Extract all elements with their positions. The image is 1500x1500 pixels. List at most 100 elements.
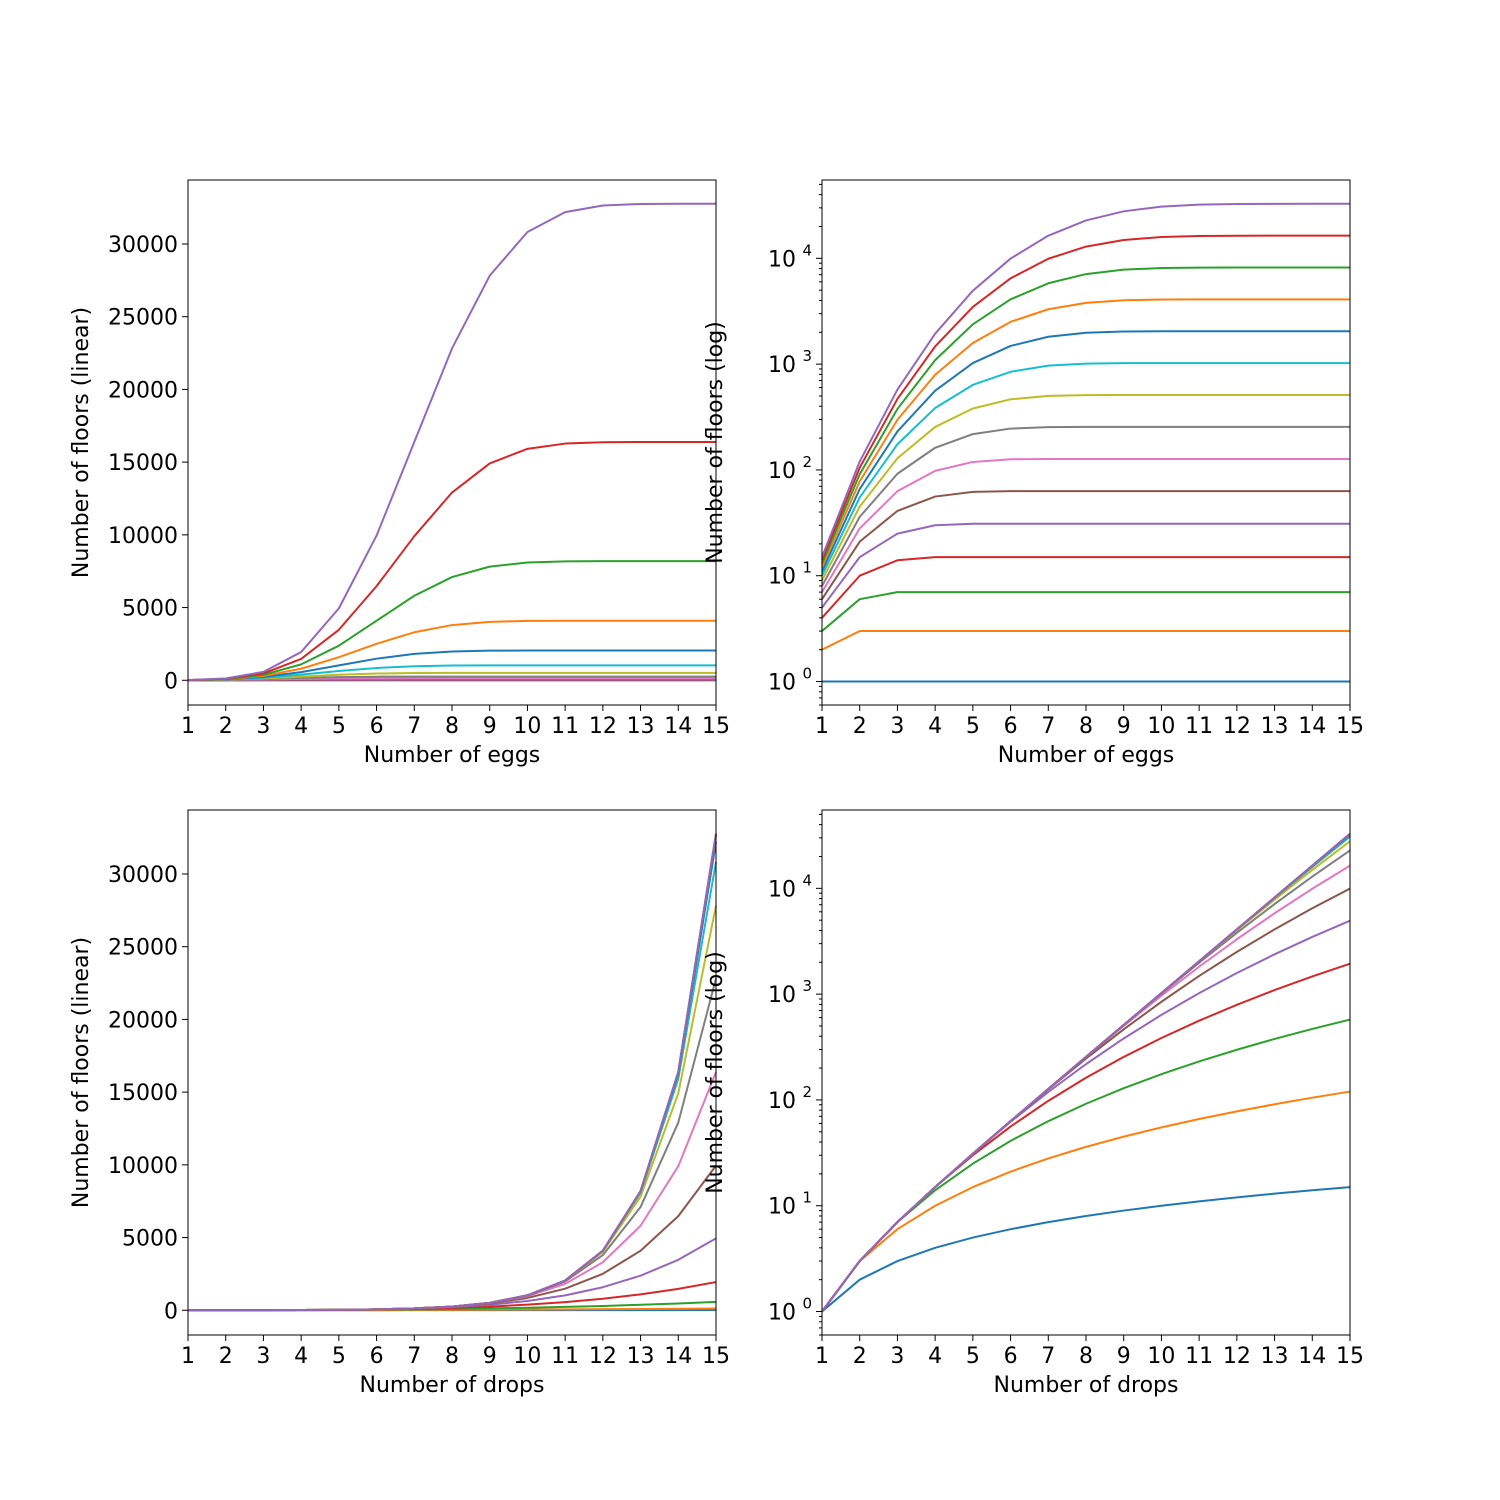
x-tick-label: 11: [551, 1344, 579, 1369]
x-tick-label: 2: [219, 714, 233, 739]
y-tick-label: 25000: [108, 306, 178, 331]
y-tick-label: 30000: [108, 863, 178, 888]
y-axis-label: Number of floors (linear): [69, 307, 94, 578]
y-tick-base: 10: [768, 877, 796, 902]
y-tick-label: 10: [768, 877, 796, 902]
y-tick-label: 10000: [108, 524, 178, 549]
x-tick-label: 7: [1041, 1344, 1055, 1369]
x-tick-label: 15: [702, 1344, 730, 1369]
x-tick-label: 8: [1079, 714, 1093, 739]
series-line-14: [187, 441, 716, 682]
y-tick-base: 10: [768, 353, 796, 378]
y-tick-label: 10: [768, 247, 796, 272]
series-line-8: [821, 425, 1350, 587]
y-tick-label: 15000: [108, 451, 178, 476]
series-line-7: [187, 1071, 717, 1312]
x-tick-label: 5: [966, 714, 980, 739]
series-line-9: [187, 905, 717, 1312]
x-tick-label: 7: [407, 714, 421, 739]
series-line-12: [187, 619, 716, 682]
x-tick-label: 2: [853, 714, 867, 739]
series-line-8: [187, 978, 717, 1312]
x-tick-label: 15: [1336, 714, 1364, 739]
series-line-14: [821, 234, 1350, 561]
x-tick-label: 12: [589, 714, 617, 739]
x-tick-label: 10: [1147, 714, 1175, 739]
x-tick-label: 13: [1261, 714, 1289, 739]
x-tick-label: 3: [256, 1344, 270, 1369]
series-line-4: [821, 556, 1350, 619]
x-tick-label: 1: [181, 1344, 195, 1369]
series-line-7: [821, 457, 1350, 593]
y-tick-label: 5000: [122, 597, 178, 622]
x-tick-label: 7: [407, 1344, 421, 1369]
x-tick-label: 12: [1223, 1344, 1251, 1369]
x-tick-label: 1: [181, 714, 195, 739]
x-tick-label: 14: [1298, 1344, 1326, 1369]
series-line-15: [187, 833, 717, 1312]
x-tick-label: 4: [928, 1344, 942, 1369]
series-line-10: [187, 664, 716, 682]
y-tick-exponent: 4: [802, 871, 812, 889]
series-line-11: [187, 841, 717, 1312]
x-tick-label: 3: [890, 714, 904, 739]
y-tick-base: 10: [768, 1195, 796, 1220]
x-tick-label: 8: [445, 714, 459, 739]
series-line-12: [821, 298, 1350, 568]
x-tick-label: 3: [890, 1344, 904, 1369]
x-tick-label: 14: [1298, 714, 1326, 739]
x-tick-label: 14: [664, 1344, 692, 1369]
subplot-3: 1 2 3 4 5 6 7 8 9 10 11 12 13 14 150500010000150002000…: [69, 809, 730, 1398]
x-tick-label: 9: [483, 1344, 497, 1369]
series-line-8: [821, 849, 1351, 1313]
y-tick-label: 25000: [108, 936, 178, 961]
x-tick-label: 2: [853, 1344, 867, 1369]
y-tick-exponent: 2: [802, 1083, 812, 1101]
series-line-14: [821, 833, 1351, 1313]
series-line-6: [821, 887, 1351, 1313]
series-line-5: [187, 1237, 717, 1312]
x-tick-label: 4: [294, 1344, 308, 1369]
series-line-2: [821, 630, 1350, 651]
y-tick-exponent: 3: [802, 347, 812, 365]
y-tick-label: 10: [768, 1301, 796, 1326]
series-line-5: [821, 919, 1351, 1313]
x-tick-label: 2: [219, 1344, 233, 1369]
series-line-12: [187, 835, 717, 1312]
y-tick-exponent: 1: [802, 559, 812, 577]
series-line-11: [821, 330, 1350, 572]
series-line-15: [821, 833, 1351, 1313]
x-tick-label: 6: [370, 714, 384, 739]
x-axis-label: Number of drops: [360, 1373, 545, 1398]
y-tick-exponent: 2: [802, 453, 812, 471]
x-tick-label: 15: [702, 714, 730, 739]
y-tick-exponent: 4: [802, 241, 812, 259]
x-tick-label: 11: [551, 714, 579, 739]
y-tick-base: 10: [768, 459, 796, 484]
series-line-13: [187, 560, 716, 682]
x-tick-label: 12: [589, 1344, 617, 1369]
series-line-15: [187, 202, 717, 682]
x-tick-label: 9: [483, 714, 497, 739]
x-tick-label: 5: [966, 1344, 980, 1369]
series-line-6: [821, 490, 1350, 600]
x-tick-label: 6: [1004, 1344, 1018, 1369]
axes-frame: [821, 179, 1351, 706]
series-line-9: [821, 840, 1351, 1313]
y-tick-label: 10: [768, 1089, 796, 1114]
x-tick-label: 10: [513, 1344, 541, 1369]
series-line-9: [187, 671, 716, 682]
series-line-10: [187, 861, 717, 1312]
y-tick-label: 10000: [108, 1154, 178, 1179]
x-tick-label: 13: [627, 1344, 655, 1369]
axes-frame: [821, 809, 1351, 1336]
series-line-13: [821, 833, 1351, 1313]
series-line-15: [821, 202, 1350, 558]
y-tick-label: 10: [768, 983, 796, 1008]
series-line-3: [821, 591, 1350, 632]
y-tick-label: 5000: [122, 1227, 178, 1252]
x-tick-label: 4: [928, 714, 942, 739]
